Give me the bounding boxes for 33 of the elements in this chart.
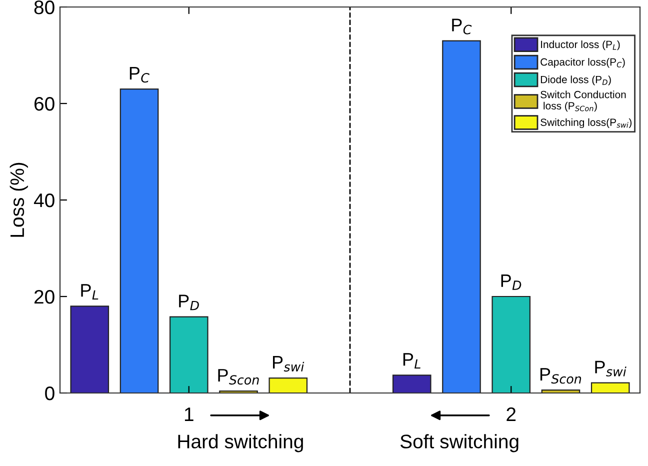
data-label: P$_{D}$ (179, 294, 199, 310)
data-label: P$_{Scon}$ (218, 369, 259, 385)
bar (268, 377, 308, 393)
data-label: P$_{swi}$ (273, 356, 304, 372)
bar (442, 40, 481, 393)
data-label: P$_{swi}$ (595, 360, 626, 376)
y-tick-label: 0 (45, 386, 54, 400)
x-tick-label: 2 (506, 407, 516, 421)
legend-label: Diode loss (P$_{D}$) (540, 76, 611, 86)
legend-label: Switch Conduction loss (P$_{SCon}$) (540, 90, 626, 112)
text: Soft switching (400, 434, 518, 452)
bar (392, 374, 432, 393)
bar (70, 306, 110, 393)
y-tick-label: 80 (34, 0, 54, 14)
data-label: P$_{L}$ (81, 284, 98, 300)
x-tick-label: 1 (184, 408, 194, 421)
bar (169, 316, 208, 393)
bar (120, 88, 159, 393)
y-axis-title: Loss (%) (10, 162, 28, 237)
data-label: P$_{D}$ (501, 274, 522, 290)
legend-label: Inductor loss (P$_{L}$) (541, 40, 620, 50)
legend-label: Capacitor loss(P$_{C}$) (540, 58, 625, 68)
legend-label: Switching loss(P$_{swi}$) (540, 118, 632, 128)
data-label: P$_{C}$ (452, 18, 472, 34)
text: Hard switching (178, 434, 303, 452)
y-tick-label: 60 (34, 96, 54, 111)
data-label: P$_{Scon}$ (540, 368, 582, 384)
y-tick-label: 20 (34, 290, 54, 304)
bar (590, 382, 630, 393)
y-tick-label: 40 (34, 193, 54, 208)
bar (492, 296, 531, 393)
data-label: P$_{C}$ (130, 67, 150, 83)
data-label: P$_{L}$ (403, 353, 420, 369)
